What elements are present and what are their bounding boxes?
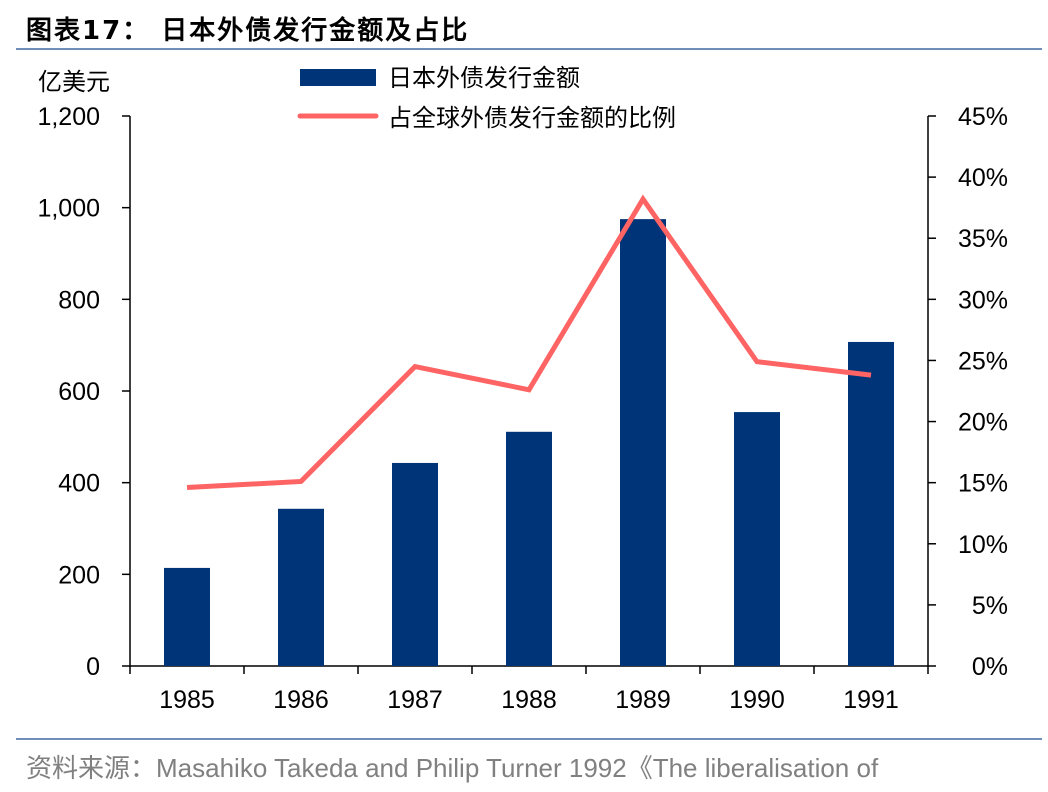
left-tick-label: 0 [86,653,100,681]
x-tick-label: 1985 [159,686,215,714]
right-tick-label: 40% [958,164,1008,192]
x-tick-label: 1986 [273,686,329,714]
left-tick-label: 600 [58,378,100,406]
right-tick-label: 10% [958,531,1008,559]
legend-swatch-bar [300,69,376,86]
chart: 亿美元 日本外债发行金额 占全球外债发行金额的比例 0 200 400 600 800 1… [37,64,1008,714]
left-axis-label: 亿美元 [38,68,110,96]
source-note: 资料来源：Masahiko Takeda and Philip Turner 1… [26,753,879,783]
x-tick-label: 1987 [387,686,443,714]
right-tick-label: 45% [958,103,1008,131]
source-divider [16,738,1042,740]
legend-label-bar: 日本外债发行金额 [388,64,580,92]
right-tick-label: 5% [972,592,1008,620]
bar-1989 [620,219,666,666]
left-tick-label: 200 [58,561,100,589]
x-tick-label: 1988 [501,686,557,714]
right-tick-label: 20% [958,409,1008,437]
right-tick-label: 35% [958,225,1008,253]
bar-1987 [392,462,438,666]
legend: 日本外债发行金额 占全球外债发行金额的比例 [297,64,676,132]
x-tick-label: 1991 [843,686,899,714]
left-tick-label: 400 [58,470,100,498]
chart-title: 图表17： 日本外债发行金额及占比 [26,16,470,46]
right-tick-label: 0% [972,653,1008,681]
right-tick-label: 30% [958,286,1008,314]
legend-label-line: 占全球外债发行金额的比例 [388,104,676,132]
left-tick-label: 800 [58,286,100,314]
left-tick-label: 1,200 [37,103,100,131]
bar-1990 [734,412,780,666]
right-tick-label: 25% [958,347,1008,375]
left-tick-label: 1,000 [37,195,100,223]
right-tick-label: 15% [958,470,1008,498]
x-tick-label: 1990 [729,686,785,714]
bar-1991 [848,341,894,666]
bar-1986 [278,508,324,666]
x-tick-label: 1989 [615,686,671,714]
bar-1988 [506,431,552,666]
title-divider [16,48,1042,50]
bar-1985 [164,567,210,666]
